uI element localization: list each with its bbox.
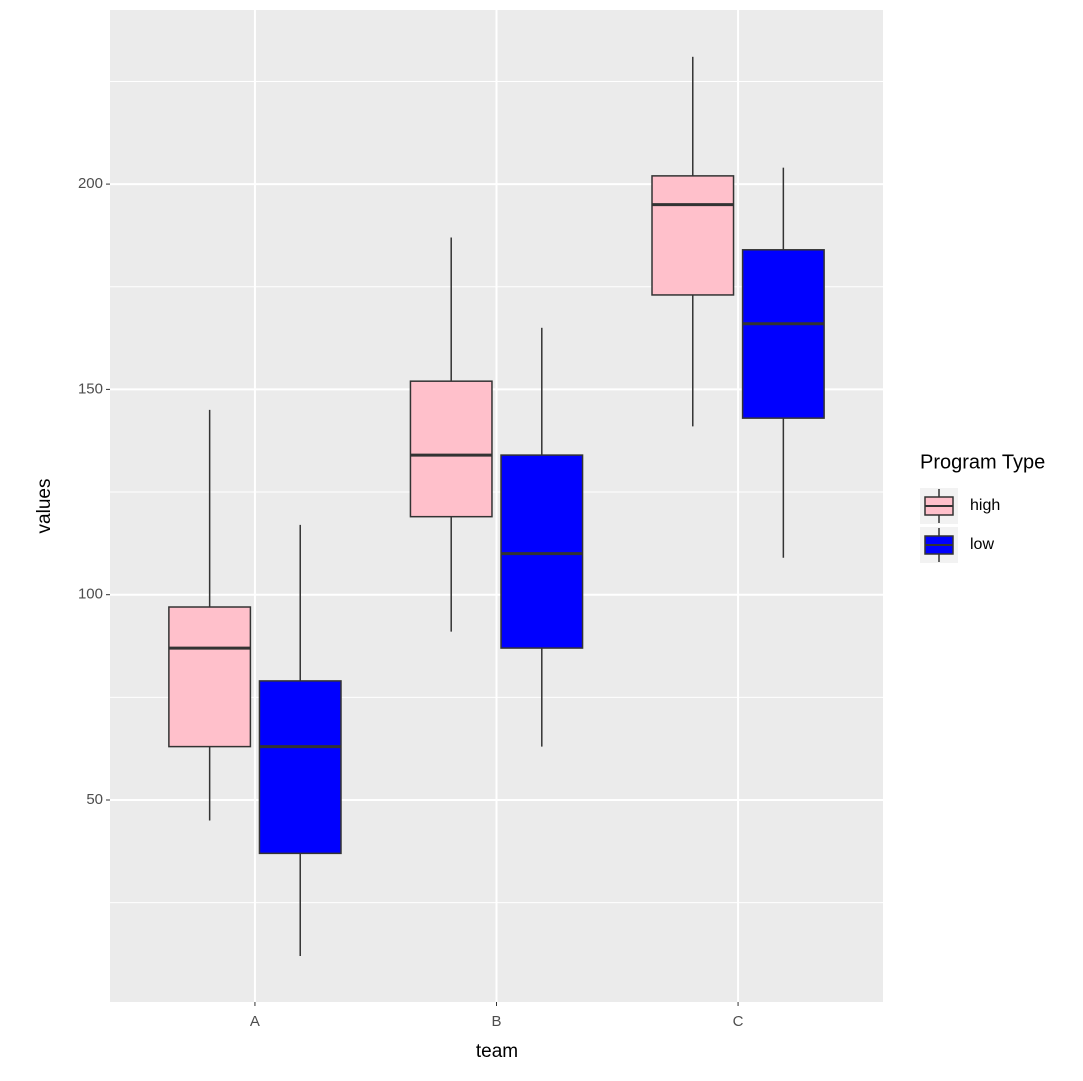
box	[409, 380, 493, 518]
y-tick-label: 50	[86, 791, 103, 808]
x-tick-label: B	[491, 1013, 501, 1030]
y-tick-label: 100	[78, 586, 103, 603]
legend-label: high	[970, 497, 1000, 514]
y-tick-label: 200	[78, 175, 103, 192]
box	[500, 454, 584, 649]
box	[168, 606, 252, 748]
box	[258, 680, 342, 855]
legend-label: low	[970, 536, 994, 553]
marks	[168, 56, 825, 957]
grid	[110, 10, 883, 1002]
box	[651, 175, 735, 296]
box	[741, 249, 825, 419]
x-tick-label: A	[250, 1013, 260, 1030]
x-tick-label: C	[733, 1013, 744, 1030]
y-tick-label: 150	[78, 380, 103, 397]
y-axis-title: values	[34, 479, 55, 534]
x-axis-title: team	[476, 1041, 518, 1062]
legend-title: Program Type	[920, 451, 1045, 473]
